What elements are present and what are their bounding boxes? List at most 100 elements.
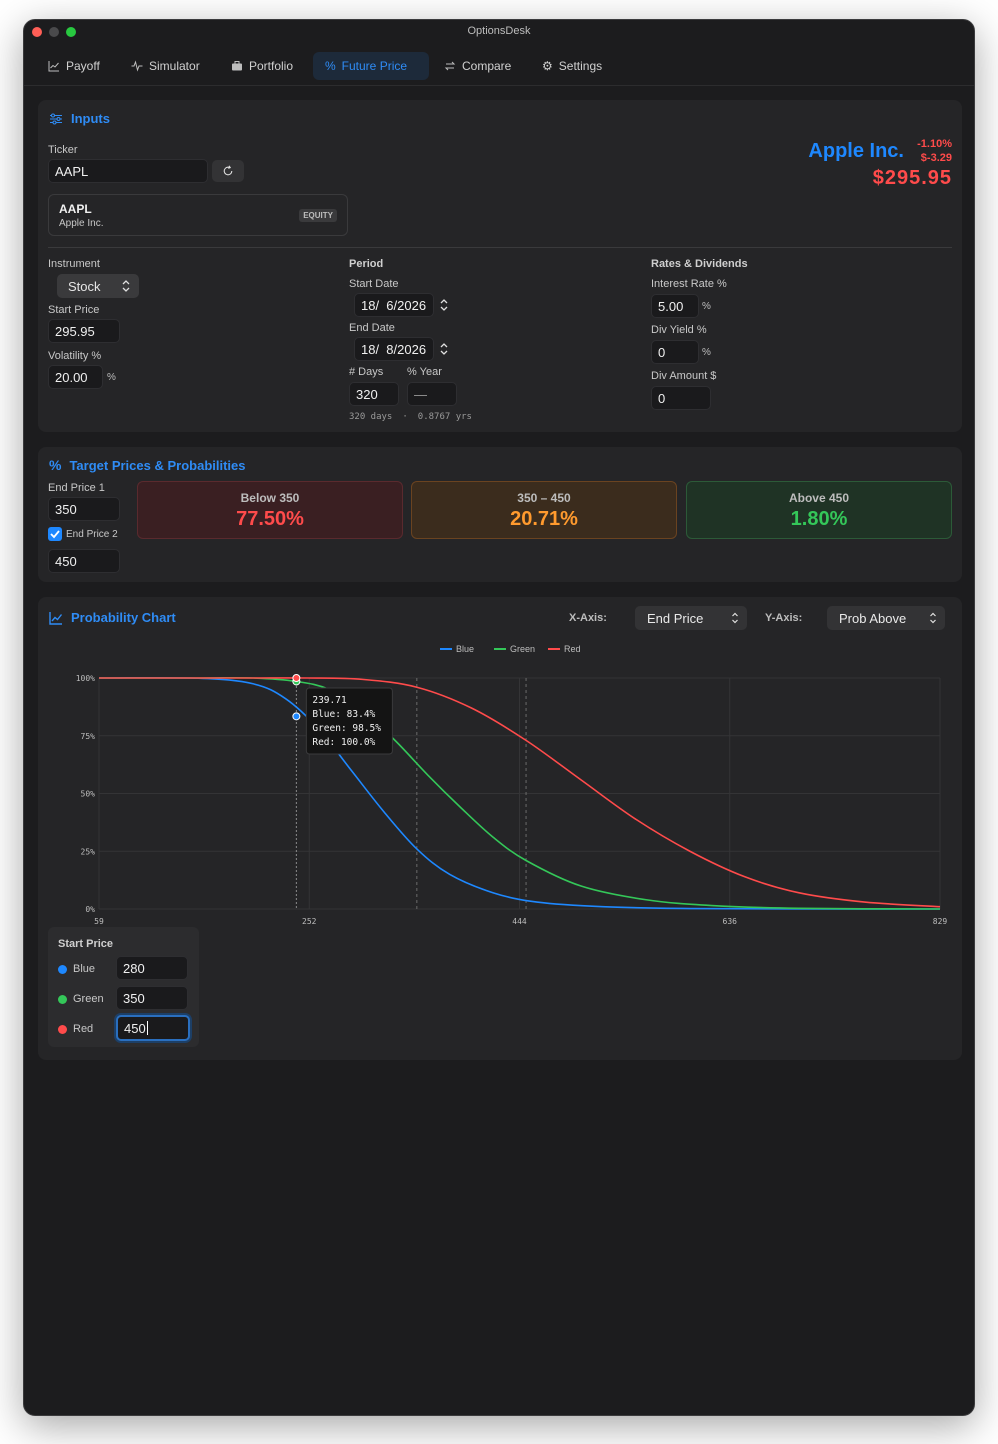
tab-settings[interactable]: ⚙ Settings bbox=[530, 52, 614, 80]
y-axis-value: Prob Above bbox=[839, 610, 907, 626]
prob-box-below: Below 350 77.50% bbox=[137, 481, 403, 539]
red-start-price-input[interactable]: 450 bbox=[116, 1015, 190, 1041]
company-name: Apple Inc. bbox=[808, 140, 904, 162]
y-axis-label: Y-Axis: bbox=[765, 612, 803, 624]
zoom-window-button[interactable] bbox=[66, 27, 76, 37]
y-axis-select[interactable]: Prob Above bbox=[827, 606, 945, 630]
volatility-input[interactable]: 20.00 bbox=[48, 365, 103, 389]
series-line-green bbox=[98, 676, 941, 910]
chart-heading: Probability Chart bbox=[49, 610, 176, 625]
tab-future-price[interactable]: % Future Price bbox=[313, 52, 429, 80]
div-yield-input[interactable]: 0 bbox=[651, 340, 699, 364]
x-axis-label: X-Axis: bbox=[569, 612, 607, 624]
close-window-button[interactable] bbox=[32, 27, 42, 37]
chevron-updown-icon bbox=[732, 612, 738, 624]
end-date-stepper[interactable] bbox=[439, 339, 449, 359]
tab-label: Payoff bbox=[66, 59, 100, 73]
row-label: Green bbox=[73, 993, 104, 1005]
start-price-row-green: Green bbox=[58, 993, 104, 1005]
window-title: OptionsDesk bbox=[467, 25, 531, 37]
div-yield-unit: % bbox=[702, 347, 711, 358]
days-input[interactable]: 320 bbox=[349, 382, 399, 406]
percent-icon: % bbox=[325, 59, 336, 73]
tab-bar: Payoff Simulator Portfolio % Future Pric… bbox=[24, 48, 974, 86]
symbol-card[interactable]: AAPL Apple Inc. EQUITY bbox=[48, 194, 348, 236]
prob-box-value: 1.80% bbox=[790, 508, 848, 530]
end-price1-input[interactable]: 350 bbox=[48, 497, 120, 521]
prob-box-label: 350 – 450 bbox=[517, 491, 571, 505]
green-dot-icon bbox=[58, 994, 67, 1004]
tab-compare[interactable]: Compare bbox=[432, 52, 523, 80]
tooltip-line: Blue: 83.4% bbox=[312, 709, 375, 720]
title-bar: OptionsDesk bbox=[24, 20, 974, 44]
probability-chart[interactable]: 0% 25% 50% 75% 100% 59 252 444 636 829 239.71 Blue:… bbox=[38, 652, 962, 932]
ticker-input[interactable]: AAPL bbox=[48, 159, 208, 183]
blue-start-price-input[interactable]: 280 bbox=[116, 956, 188, 980]
tab-label: Simulator bbox=[149, 59, 200, 73]
start-date-input[interactable]: 18/ 6/2026 bbox=[354, 293, 434, 317]
text-caret bbox=[146, 1021, 148, 1035]
legend-green[interactable]: Green bbox=[494, 644, 535, 654]
tab-label: Portfolio bbox=[249, 59, 294, 73]
y-tick-label: 75% bbox=[81, 732, 96, 741]
prob-box-label: Above 450 bbox=[788, 491, 850, 505]
prob-box-above: Above 450 1.80% bbox=[686, 481, 952, 539]
prob-box-value: 77.50% bbox=[236, 508, 304, 530]
y-tick-label: 25% bbox=[81, 847, 96, 856]
end-price2-checkbox[interactable] bbox=[48, 527, 62, 541]
end-price2-input[interactable]: 450 bbox=[48, 549, 120, 573]
end-price2-label: End Price 2 bbox=[66, 529, 118, 540]
div-amount-input[interactable]: 0 bbox=[651, 386, 711, 410]
gear-icon: ⚙ bbox=[542, 59, 553, 73]
refresh-icon bbox=[223, 165, 233, 176]
period-summary: 320 days · 0.8767 yrs bbox=[349, 412, 472, 422]
summary-days: 320 days bbox=[349, 412, 393, 422]
hover-marker-red bbox=[292, 674, 301, 682]
chart-heading-label: Probability Chart bbox=[71, 610, 176, 625]
row-label: Blue bbox=[73, 963, 96, 975]
checkmark-icon bbox=[50, 530, 60, 539]
tab-label: Compare bbox=[462, 59, 512, 73]
refresh-button[interactable] bbox=[212, 160, 244, 182]
x-tick-label: 444 bbox=[512, 917, 527, 926]
legend-red[interactable]: Red bbox=[548, 644, 581, 654]
x-axis-value: End Price bbox=[647, 610, 704, 626]
instrument-label: Instrument bbox=[48, 258, 100, 270]
change-percent: -1.10% bbox=[917, 138, 952, 150]
prob-box-between: 350 – 450 20.71% bbox=[411, 481, 677, 539]
start-date-label: Start Date bbox=[349, 278, 399, 290]
symbol-card-symbol: AAPL bbox=[59, 202, 92, 216]
minimize-window-button[interactable] bbox=[49, 27, 59, 37]
x-axis-select[interactable]: End Price bbox=[635, 606, 747, 630]
tab-payoff[interactable]: Payoff bbox=[36, 52, 112, 80]
green-start-price-input[interactable]: 350 bbox=[116, 986, 188, 1010]
legend-label: Red bbox=[564, 644, 581, 654]
end-date-input[interactable]: 18/ 8/2026 bbox=[354, 337, 434, 361]
briefcase-icon bbox=[232, 61, 242, 71]
start-date-stepper[interactable] bbox=[439, 295, 449, 315]
pulse-icon bbox=[131, 60, 143, 72]
start-price-label: Start Price bbox=[48, 304, 100, 316]
period-label: Period bbox=[349, 258, 384, 270]
legend-blue[interactable]: Blue bbox=[440, 644, 474, 654]
tab-portfolio[interactable]: Portfolio bbox=[219, 52, 305, 80]
div-yield-label: Div Yield % bbox=[651, 324, 707, 336]
instrument-select[interactable]: Stock bbox=[57, 274, 139, 298]
chart-tooltip bbox=[305, 687, 393, 755]
rates-label: Rates & Dividends bbox=[651, 258, 748, 270]
equity-badge: EQUITY bbox=[299, 209, 337, 222]
volatility-label: Volatility % bbox=[48, 350, 102, 362]
tab-simulator[interactable]: Simulator bbox=[119, 52, 212, 80]
divider bbox=[48, 247, 952, 248]
y-tick-label: 100% bbox=[76, 674, 95, 683]
year-input[interactable]: — bbox=[407, 382, 457, 406]
end-date-label: End Date bbox=[349, 322, 395, 334]
interest-rate-input[interactable]: 5.00 bbox=[651, 294, 699, 318]
quote-block: Apple Inc. -1.10% $-3.29 $295.95 bbox=[712, 138, 952, 198]
ticker-label: Ticker bbox=[48, 144, 78, 156]
percent-icon: % bbox=[49, 457, 62, 473]
year-label: % Year bbox=[407, 366, 442, 378]
prob-box-value: 20.71% bbox=[510, 508, 578, 530]
instrument-value: Stock bbox=[68, 278, 101, 294]
start-price-input[interactable]: 295.95 bbox=[48, 319, 120, 343]
